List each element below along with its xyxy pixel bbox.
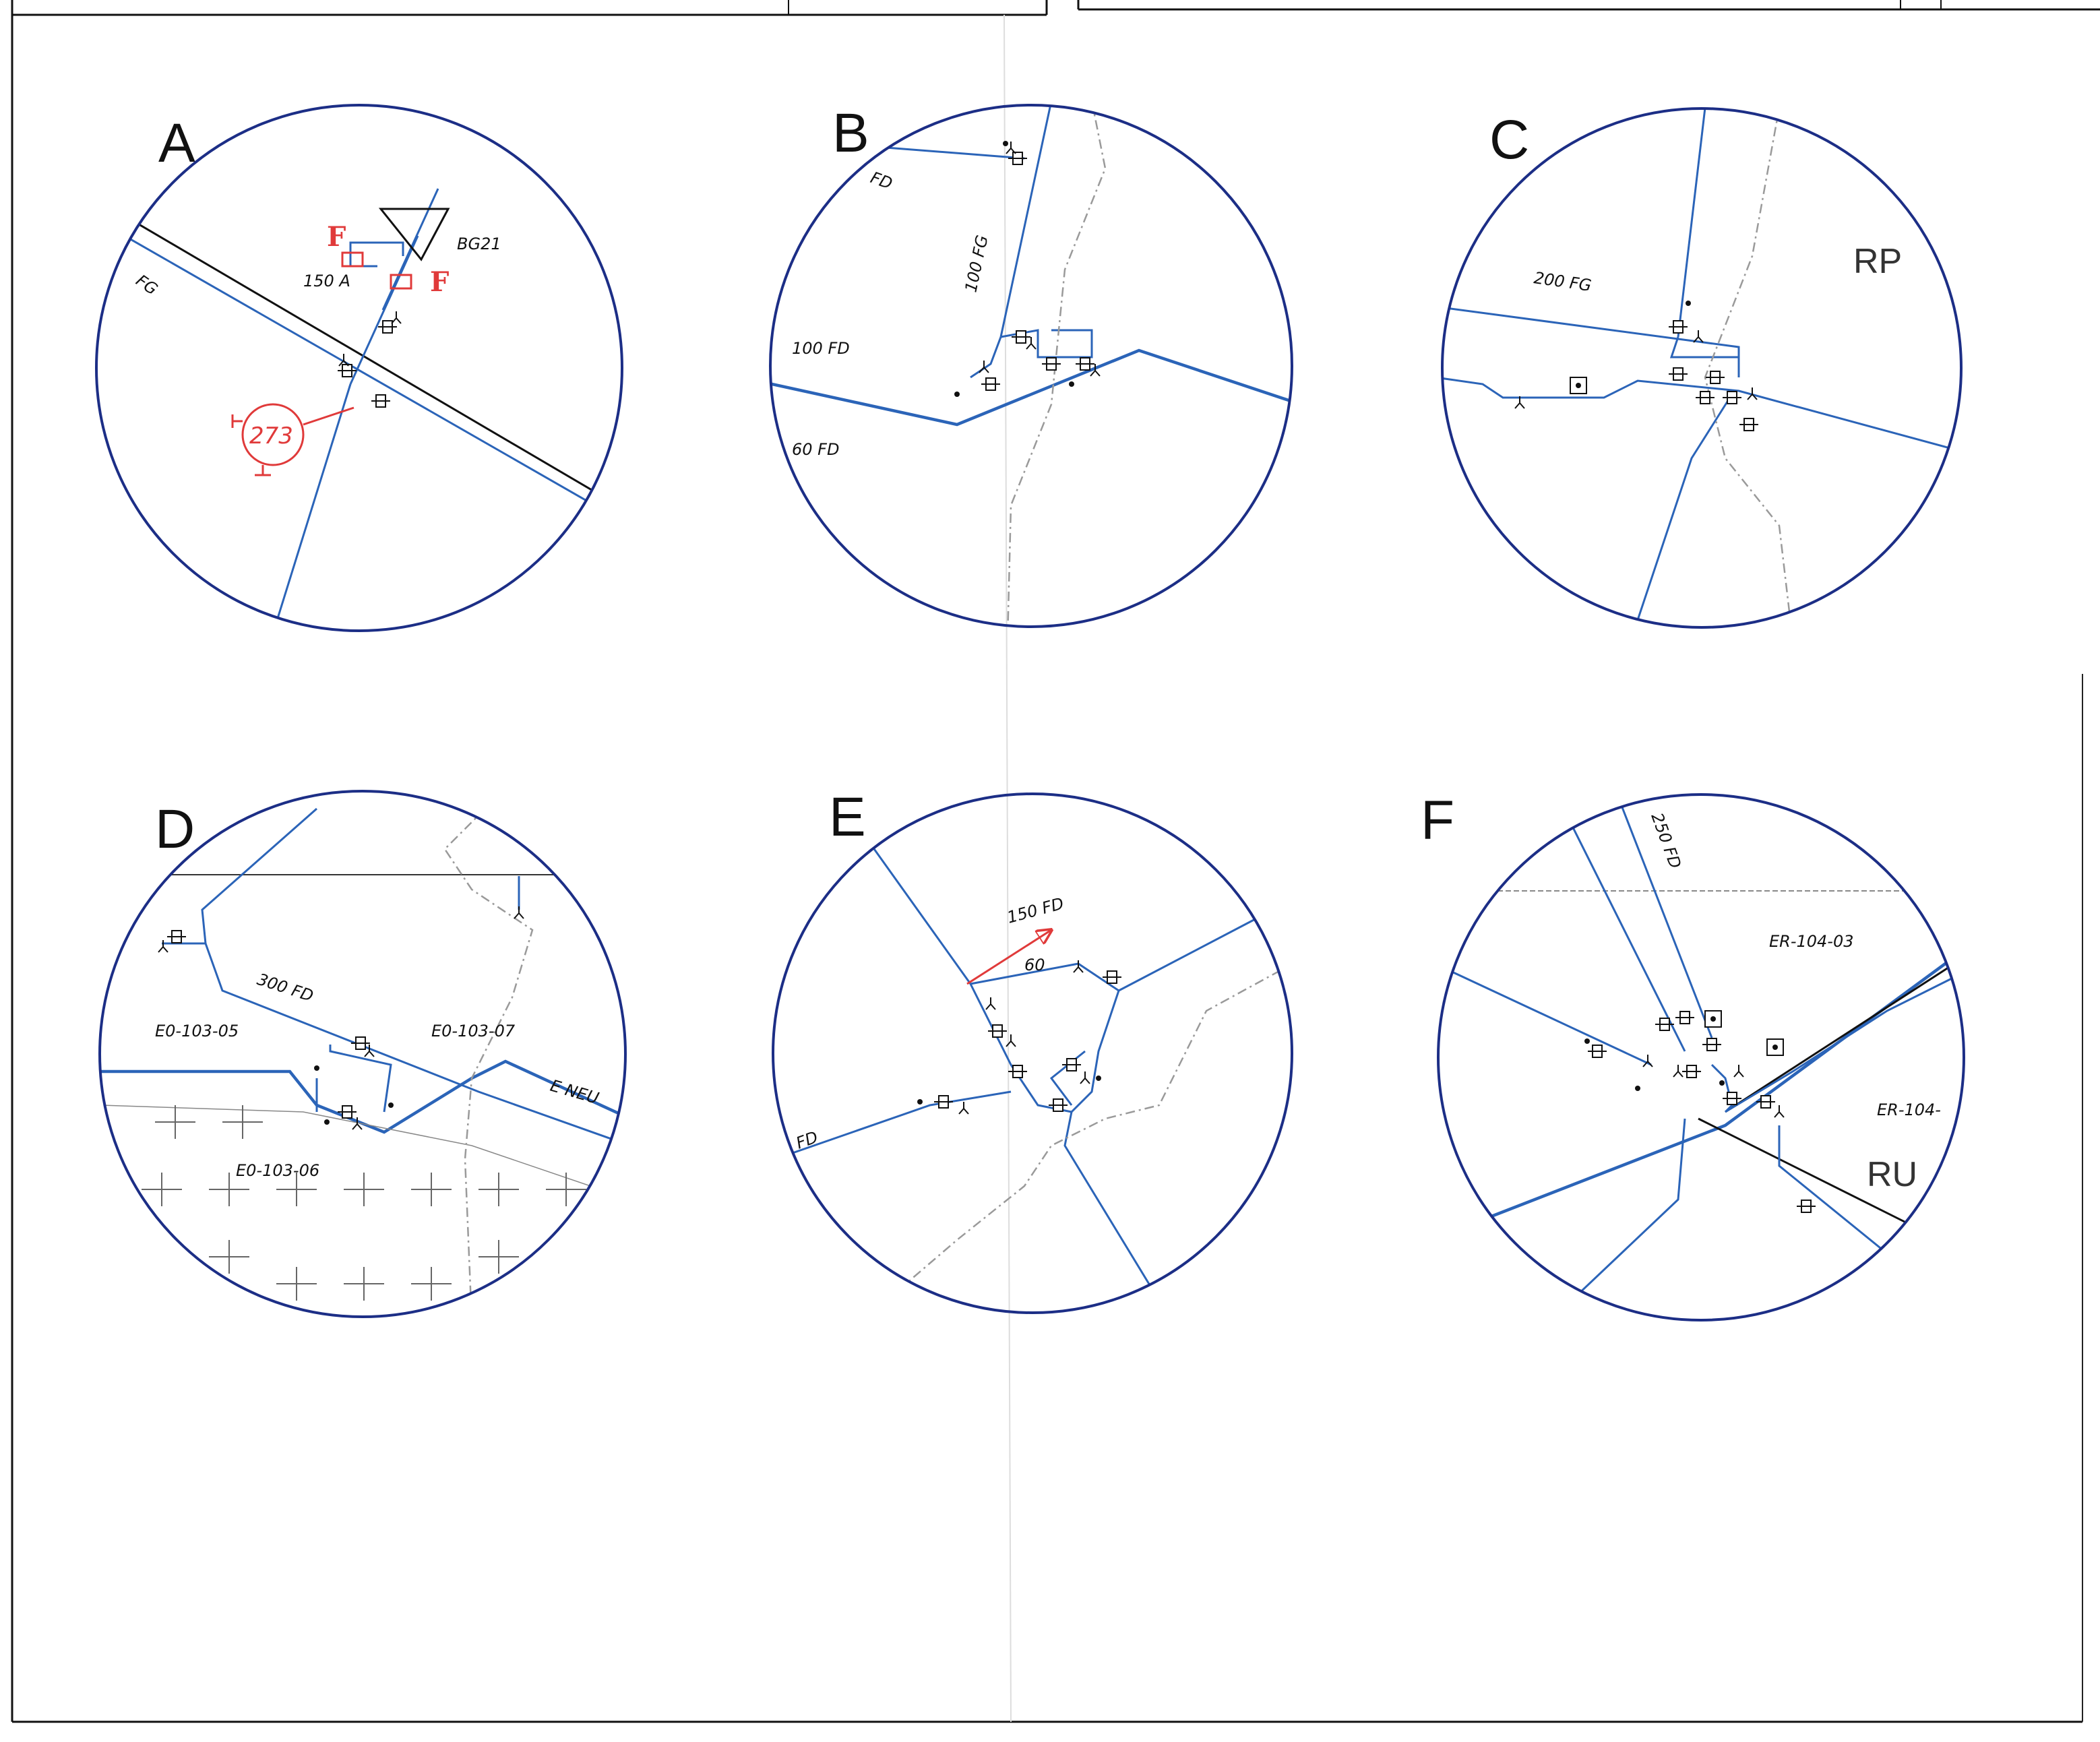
valve-icon: [1668, 367, 1688, 381]
valve-icon: [1048, 1098, 1068, 1112]
gas-main: [100, 221, 607, 514]
map-label: F: [327, 221, 346, 253]
map-label: 100 FD: [792, 339, 850, 358]
map-label: 300 FD: [255, 970, 315, 1005]
panel-e: E 150 FD 60 FD: [772, 786, 1293, 1314]
valve-icon: [1668, 320, 1688, 334]
map-label: ER-104-: [1877, 1100, 1941, 1119]
fitting-icon: [341, 251, 364, 268]
map-label: FD: [868, 168, 895, 193]
service-tap-icon: [1026, 336, 1037, 350]
panel-f: F: [1421, 790, 1965, 1321]
valve-icon: [1061, 1058, 1082, 1071]
panel-letter: E: [829, 786, 866, 848]
detail-circle: [772, 792, 1293, 1314]
detail-circle: [95, 104, 623, 632]
map-label: E NEU: [548, 1076, 601, 1108]
map-label: 250 FD: [1647, 810, 1685, 871]
panel-c: C 200 FG RP: [1441, 107, 1963, 629]
map-label: 60: [1024, 956, 1045, 974]
valve-icon: [1655, 1018, 1675, 1031]
valve-icon: [1702, 1038, 1722, 1051]
valve-icon: [981, 377, 1001, 391]
valve-icon: [1008, 1065, 1028, 1078]
service-tap-icon: [985, 997, 996, 1010]
triangle-marker-icon: [378, 208, 450, 261]
map-label: RU: [1867, 1155, 1917, 1194]
map-label: FG: [133, 271, 162, 299]
service-tap-icon: [1693, 330, 1704, 343]
panel-letter: D: [155, 799, 195, 860]
detail-circle: [1441, 107, 1963, 629]
service-tap-icon: [1774, 1105, 1785, 1118]
valve-icon: [1681, 1065, 1702, 1078]
map-label: BG21: [457, 235, 501, 253]
detail-circle: [98, 790, 627, 1318]
detail-circle: [1437, 793, 1965, 1321]
valve-icon: [1705, 371, 1725, 384]
map-label: FD: [793, 1127, 820, 1152]
map-label: F: [430, 266, 449, 298]
map-label: ER-104-03: [1769, 932, 1854, 951]
valve-icon: [1041, 357, 1061, 371]
gas-main: [272, 383, 352, 631]
service-tap-icon: [1080, 1071, 1090, 1084]
detail-circle: [769, 104, 1293, 628]
panel-letter: B: [832, 102, 869, 164]
valve-icon: [933, 1095, 954, 1109]
map-label: E0-103-06: [236, 1161, 319, 1180]
map-label: RP: [1853, 242, 1902, 281]
service-tap-icon: [514, 906, 524, 919]
valve-icon: [377, 320, 398, 334]
valve-icon: [1796, 1200, 1816, 1213]
numbered-callout-icon: [241, 403, 305, 466]
map-label: 60 FD: [792, 440, 839, 459]
service-tap-icon: [391, 311, 402, 324]
panel-letter: A: [158, 113, 195, 174]
valve-icon: [1587, 1045, 1607, 1058]
direction-arrow-icon: [966, 930, 1051, 985]
panel-letter: F: [1421, 790, 1454, 851]
panel-b: B FD 100 FG 100 FD 60 FD: [769, 102, 1293, 628]
map-label: 200 FG: [1533, 268, 1593, 295]
map-label: 150 FD: [1005, 894, 1066, 927]
boundary-line: [100, 201, 607, 500]
service-tap-icon: [158, 939, 168, 953]
valve-icon: [166, 930, 187, 943]
panel-a: A BG21 FG 150 A F F 273: [95, 104, 623, 632]
panel-letter: C: [1489, 109, 1529, 170]
panel-d: D: [98, 790, 627, 1318]
service-tap-icon: [1733, 1064, 1744, 1078]
valve-icon: [1675, 1011, 1695, 1024]
map-label: 100 FG: [961, 233, 991, 294]
valve-icon: [1695, 391, 1715, 404]
map-label: 150 A: [303, 272, 350, 290]
service-tap-icon: [958, 1101, 969, 1115]
valve-icon: [371, 394, 391, 408]
sheet-frame: [11, 0, 2100, 1723]
valve-icon: [1756, 1095, 1776, 1109]
map-label: 273: [249, 423, 293, 449]
valve-icon: [1722, 391, 1742, 404]
valve-icon: [1739, 418, 1759, 431]
map-label: E0-103-07: [431, 1022, 516, 1040]
valve-icon: [1008, 152, 1028, 165]
service-tap-icon: [1673, 1064, 1684, 1078]
map-label: E0-103-05: [155, 1022, 239, 1040]
fitting-icon: [390, 274, 412, 290]
